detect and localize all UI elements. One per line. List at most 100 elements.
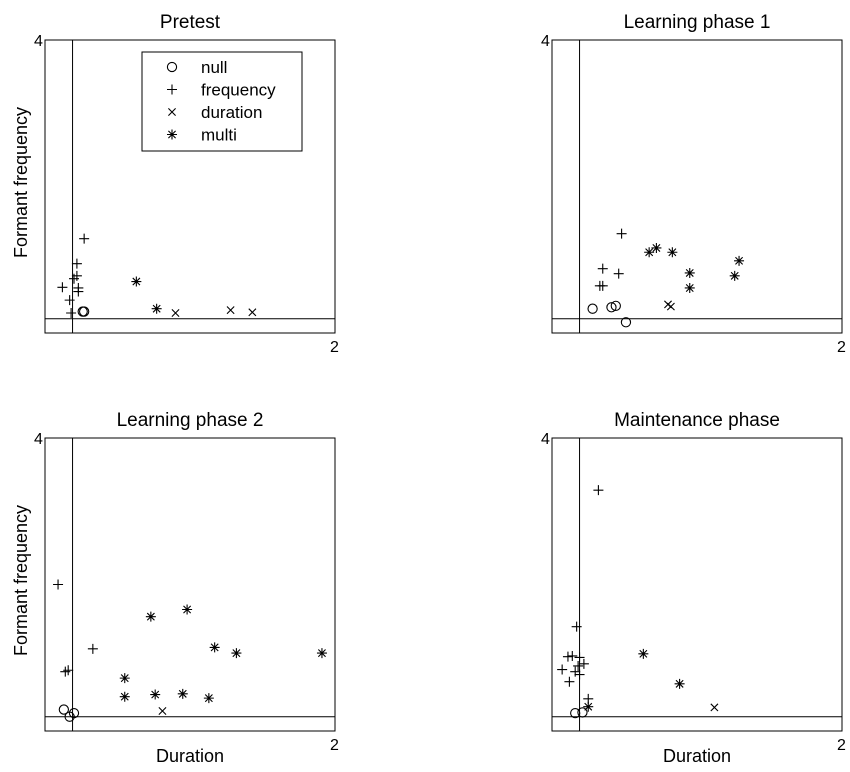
frequency-point-shape (567, 650, 578, 661)
plot-frame (551, 437, 843, 732)
frequency-point (567, 650, 578, 661)
null-point-shape (577, 707, 588, 718)
legend: null frequency duration multi (141, 51, 303, 152)
plot-frame (44, 437, 336, 732)
duration-point (710, 703, 719, 712)
multi-point-shape (145, 611, 156, 622)
duration-point-shape (158, 707, 167, 715)
frequency-point (557, 664, 568, 675)
frequency-point-shape (570, 666, 581, 677)
y-max-tick-label: 4 (34, 431, 43, 448)
frequency-point-shape (69, 273, 79, 284)
frequency-point-shape (573, 660, 584, 671)
frequency-point (571, 621, 582, 632)
frequency-point-shape (613, 268, 624, 279)
null-point (620, 317, 632, 328)
legend-label-frequency: frequency (201, 81, 276, 100)
multi-point (231, 648, 242, 659)
legend-marker-frequency (167, 84, 177, 95)
multi-point (131, 276, 142, 287)
y-axis-label: Formant frequency (11, 107, 31, 258)
frequency-point (71, 270, 82, 281)
multi-point-shape (729, 270, 740, 281)
frequency-point (64, 295, 75, 306)
panel-title: Learning phase 1 (624, 12, 771, 33)
frequency-point-shape (597, 263, 608, 274)
null-point-shape (58, 704, 69, 715)
null-point (58, 704, 69, 715)
duration-point-shape (171, 309, 180, 317)
frequency-point-shape (597, 280, 608, 291)
multi-point-shape (119, 691, 130, 702)
legend-marker-null (166, 61, 178, 73)
duration-point (248, 308, 257, 317)
frequency-point (574, 669, 585, 680)
frequency-point-shape (71, 258, 82, 269)
frequency-point (597, 280, 608, 291)
frequency-point-shape (71, 270, 82, 281)
y-max-tick-label: 4 (34, 33, 43, 50)
multi-point (638, 648, 649, 659)
multi-point-shape (209, 642, 220, 653)
legend-marker-multi (167, 129, 177, 140)
frequency-point (616, 228, 627, 239)
frequency-point-shape (571, 621, 582, 632)
plot-frame (44, 39, 336, 334)
multi-point (203, 693, 214, 704)
multi-point (734, 255, 745, 266)
multi-point (119, 673, 130, 684)
multi-point-shape (316, 648, 327, 659)
legend-label-multi: multi (201, 126, 237, 145)
frequency-point-shape (593, 485, 604, 496)
null-point (79, 306, 90, 317)
frequency-point-shape (60, 666, 71, 677)
multi-point-shape (151, 303, 162, 314)
multi-point-shape (667, 247, 678, 258)
multi-point (151, 303, 162, 314)
multi-point (651, 242, 662, 253)
multi-point-shape (203, 693, 214, 704)
multi-point (150, 689, 161, 700)
null-point-shape (68, 707, 80, 719)
duration-point-shape (710, 703, 719, 712)
multi-point (729, 270, 740, 281)
multi-point-shape (644, 247, 655, 258)
frequency-point (71, 258, 82, 269)
null-point-shape (587, 303, 598, 314)
plot-frame (551, 39, 843, 334)
multi-point-shape (583, 701, 594, 712)
panel-2: Learning phase 1 4 2 (541, 12, 846, 356)
legend-marker-null-shape (166, 61, 178, 73)
frequency-point (564, 676, 575, 687)
x-axis-label: Duration (663, 746, 731, 766)
frequency-point (66, 307, 77, 318)
multi-point-shape (684, 267, 695, 278)
x-max-tick-label: 2 (837, 737, 846, 754)
multi-point-shape (651, 242, 662, 253)
multi-point (119, 691, 130, 702)
null-point-shape (79, 306, 90, 317)
frequency-point (79, 233, 90, 244)
panel-3: Learning phase 2 4 2 Formant frequency Durat… (11, 410, 339, 766)
legend-box (141, 51, 303, 152)
multi-point (145, 611, 156, 622)
x-axis-label: Duration (156, 746, 224, 766)
duration-point (226, 306, 235, 315)
frequency-point (573, 660, 584, 671)
null-point-shape (610, 300, 621, 311)
frequency-point-shape (574, 669, 585, 680)
multi-point-shape (182, 604, 193, 615)
frequency-point-shape (66, 307, 77, 318)
frequency-point (570, 666, 581, 677)
frequency-point-shape (63, 665, 74, 676)
null-point (68, 707, 80, 719)
multi-point-shape (684, 282, 695, 293)
frequency-point-shape (562, 651, 573, 662)
frequency-point (562, 651, 573, 662)
frequency-point (597, 263, 608, 274)
null-point-shape (606, 302, 617, 313)
multi-point (674, 678, 685, 689)
multi-point-shape (131, 276, 142, 287)
null-point (606, 302, 617, 313)
x-max-tick-label: 2 (837, 339, 846, 356)
